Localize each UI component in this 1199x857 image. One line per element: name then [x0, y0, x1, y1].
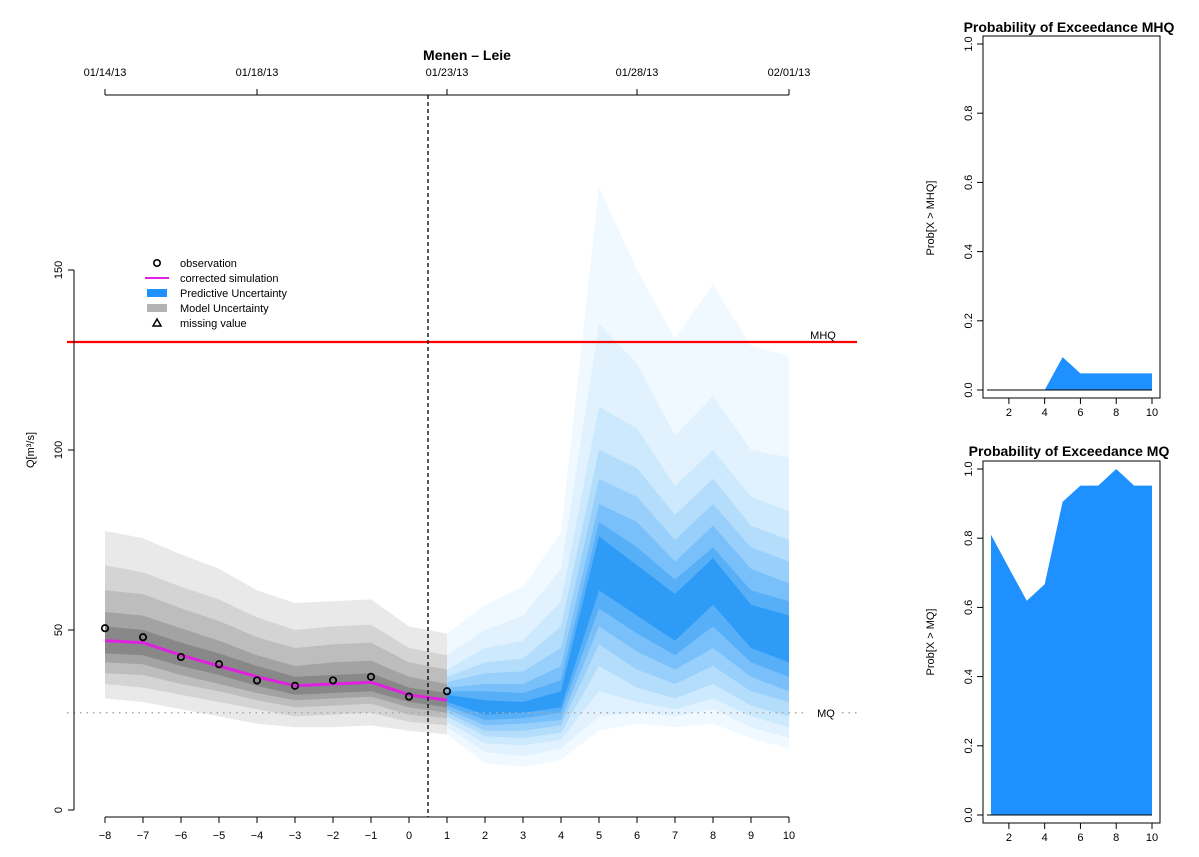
y-tick-label: 0.6: [963, 600, 975, 615]
mhq-chart-title: Probability of Exceedance MHQ: [964, 19, 1175, 35]
top-axis-date-label: 01/18/13: [236, 67, 279, 79]
observation-point: [138, 633, 148, 642]
x-tick-label: 2: [1006, 832, 1012, 844]
x-tick-label: 0: [406, 830, 412, 842]
observation-point: [100, 624, 110, 633]
y-tick-label: 0.8: [963, 531, 975, 546]
legend-model-uncertainty-swatch: [147, 304, 167, 312]
x-tick-label: 6: [634, 830, 640, 842]
y-tick-label: 0.6: [963, 175, 975, 190]
x-tick-label: 10: [783, 830, 795, 842]
exceedance-area: [991, 357, 1152, 390]
exceedance-mq-chart: Probability of Exceedance MQ Prob[X > MQ…: [925, 443, 1169, 844]
x-tick-label: 1: [444, 830, 450, 842]
y-tick-label: 0.4: [963, 669, 975, 684]
main-axes: −8 −7 −6 −5 −4 −3 −2 −1 0 1 2 3 4 5 6 7 8 9 1005010015001/…: [53, 67, 810, 842]
reference-label-mq: MQ: [817, 708, 835, 720]
observation-point: [252, 676, 262, 685]
x-tick-label: 8: [1113, 407, 1119, 419]
x-tick-label: −5: [213, 830, 226, 842]
y-tick-label: 0.8: [963, 106, 975, 121]
legend-predictive-uncertainty-swatch: [147, 289, 167, 297]
predictive-uncertainty-band-7: [447, 536, 789, 715]
y-tick-label: 0.2: [963, 738, 975, 753]
plot-frame: [982, 35, 1161, 399]
y-tick-label: 150: [53, 261, 65, 279]
mq-y-axis-label: Prob[X > MQ]: [925, 609, 937, 676]
observation-points: [100, 624, 452, 701]
x-tick-label: 7: [672, 830, 678, 842]
model-uncertainty-bands: [105, 531, 447, 735]
y-tick-label: 1.0: [963, 36, 975, 51]
x-tick-label: 10: [1146, 832, 1158, 844]
legend-observation-symbol: [153, 258, 162, 267]
legend-corrected-simulation-label: corrected simulation: [180, 273, 278, 285]
exceedance-mhq-chart: Probability of Exceedance MHQ Prob[X > M…: [925, 19, 1175, 419]
main-chart-title: Menen – Leie: [423, 47, 511, 63]
x-tick-label: 5: [596, 830, 602, 842]
x-tick-label: 6: [1077, 407, 1083, 419]
legend-predictive-uncertainty-label: Predictive Uncertainty: [180, 288, 287, 300]
y-axis-label: Q[m³/s]: [25, 432, 37, 468]
legend-missing-value-symbol: [151, 317, 163, 327]
y-tick-label: 0.4: [963, 244, 975, 259]
mq-chart-title: Probability of Exceedance MQ: [969, 443, 1170, 459]
x-tick-label: 2: [482, 830, 488, 842]
top-axis-date-label: 01/14/13: [84, 67, 127, 79]
x-tick-label: 8: [1113, 832, 1119, 844]
legend-missing-value-label: missing value: [180, 318, 247, 330]
observation-point: [404, 692, 414, 701]
predictive-uncertainty-bands: [447, 187, 789, 767]
mhq-y-axis-label: Prob[X > MHQ]: [925, 181, 937, 256]
x-tick-label: 4: [558, 830, 564, 842]
x-tick-label: 9: [748, 830, 754, 842]
x-tick-label: −4: [251, 830, 264, 842]
observation-point: [176, 652, 186, 662]
legend-observation-label: observation: [180, 258, 237, 270]
y-tick-label: 50: [53, 624, 65, 636]
x-tick-label: −7: [137, 830, 150, 842]
x-tick-label: 10: [1146, 407, 1158, 419]
observation-point: [366, 672, 376, 681]
x-tick-label: 3: [520, 830, 526, 842]
plot-frame: [982, 460, 1161, 824]
x-tick-label: −1: [365, 830, 378, 842]
y-tick-label: 1.0: [963, 461, 975, 476]
x-tick-label: 6: [1077, 832, 1083, 844]
reference-label-mhq: MHQ: [810, 330, 836, 342]
top-axis-date-label: 02/01/13: [768, 67, 811, 79]
x-tick-label: 4: [1042, 407, 1048, 419]
top-axis-date-label: 01/23/13: [426, 67, 469, 79]
x-tick-label: 8: [710, 830, 716, 842]
corrected-simulation-line: [104, 639, 448, 702]
y-tick-label: 0.2: [963, 313, 975, 328]
legend-model-uncertainty-label: Model Uncertainty: [180, 303, 269, 315]
main-lines: MHQ MQ: [67, 95, 857, 817]
x-tick-label: −8: [99, 830, 112, 842]
model-uncertainty-band-4: [105, 626, 447, 708]
observation-point: [214, 660, 224, 669]
observation-point: [328, 676, 338, 685]
y-tick-label: 0: [53, 807, 65, 813]
x-tick-label: −2: [327, 830, 340, 842]
x-tick-label: −3: [289, 830, 302, 842]
x-tick-label: 4: [1042, 832, 1048, 844]
y-tick-label: 0.0: [963, 382, 975, 397]
observation-point: [442, 687, 452, 696]
x-tick-label: 2: [1006, 407, 1012, 419]
x-tick-label: −6: [175, 830, 188, 842]
y-tick-label: 0.0: [963, 807, 975, 822]
exceedance-area: [991, 469, 1152, 815]
top-axis-date-label: 01/28/13: [616, 67, 659, 79]
observation-point: [290, 681, 300, 690]
legend: observation corrected simulation Predict…: [145, 258, 287, 330]
y-tick-label: 100: [53, 441, 65, 459]
